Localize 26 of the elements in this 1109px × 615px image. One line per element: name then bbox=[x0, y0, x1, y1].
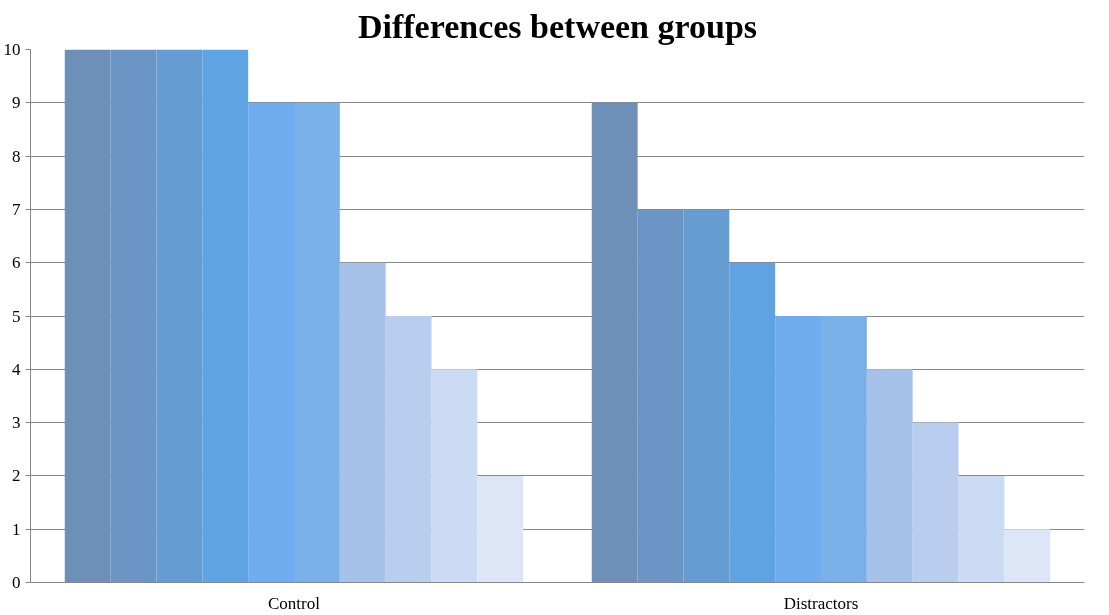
y-tick-label: 2 bbox=[12, 466, 21, 486]
y-tick-label: 8 bbox=[12, 146, 21, 166]
bar bbox=[729, 262, 776, 583]
bar bbox=[339, 262, 386, 583]
y-tick-label: 7 bbox=[12, 199, 21, 219]
y-tick-label: 10 bbox=[3, 40, 21, 59]
y-tick-label: 1 bbox=[12, 519, 21, 539]
bar bbox=[912, 422, 959, 583]
bar bbox=[385, 316, 432, 583]
bar bbox=[1004, 529, 1051, 583]
y-tick-label: 9 bbox=[12, 93, 21, 113]
bar bbox=[156, 49, 203, 583]
x-tick-label: Distractors bbox=[783, 593, 859, 613]
y-tick-label: 6 bbox=[12, 253, 21, 273]
bar bbox=[866, 369, 913, 583]
y-tick-label: 4 bbox=[12, 359, 21, 379]
chart-title: Differences between groups bbox=[357, 7, 758, 45]
bar bbox=[683, 209, 730, 583]
bar bbox=[202, 49, 249, 583]
bar bbox=[477, 475, 524, 583]
x-tick-label: Control bbox=[268, 593, 321, 613]
y-tick-label: 0 bbox=[12, 573, 21, 592]
y-tick-label: 5 bbox=[12, 306, 21, 326]
bar bbox=[958, 475, 1005, 583]
y-tick-label: 3 bbox=[12, 413, 21, 433]
bar bbox=[431, 369, 478, 583]
